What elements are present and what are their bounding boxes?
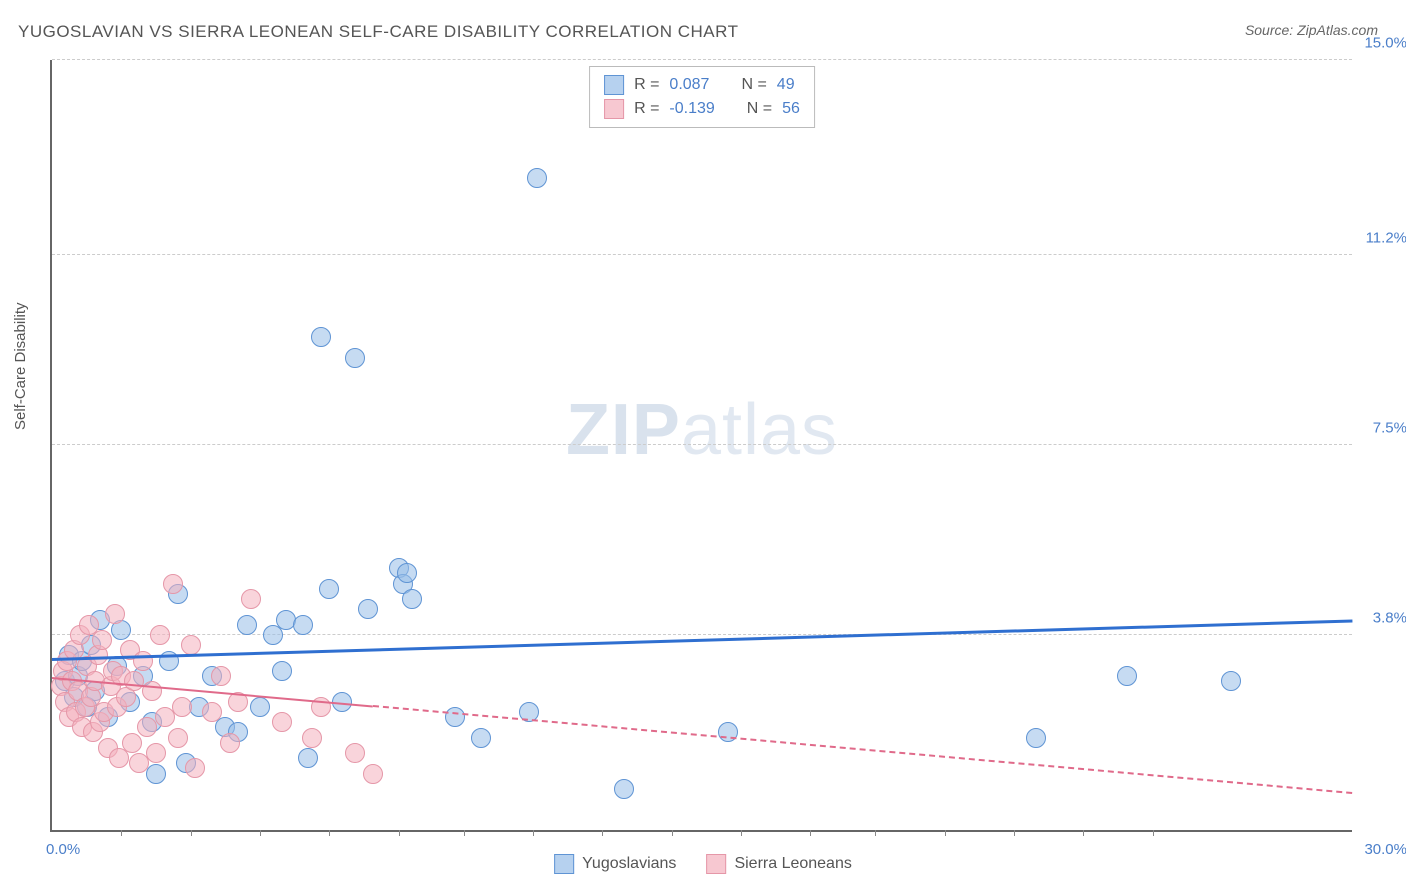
stats-row: R = -0.139 N = 56 bbox=[604, 97, 800, 121]
watermark-light: atlas bbox=[681, 390, 838, 470]
x-tick bbox=[464, 830, 465, 836]
legend-swatch bbox=[604, 75, 624, 95]
chart-title: YUGOSLAVIAN VS SIERRA LEONEAN SELF-CARE … bbox=[18, 22, 738, 42]
data-point bbox=[220, 733, 240, 753]
legend-swatch bbox=[706, 854, 726, 874]
x-max-label: 30.0% bbox=[1364, 841, 1406, 858]
stat-r-value: 0.087 bbox=[669, 76, 709, 94]
data-point bbox=[358, 599, 378, 619]
data-point bbox=[202, 702, 222, 722]
x-tick bbox=[945, 830, 946, 836]
data-point bbox=[272, 712, 292, 732]
legend-swatch bbox=[604, 99, 624, 119]
data-point bbox=[302, 728, 322, 748]
stat-n-value: 49 bbox=[777, 76, 795, 94]
x-tick bbox=[810, 830, 811, 836]
data-point bbox=[345, 743, 365, 763]
data-point bbox=[92, 630, 112, 650]
x-tick bbox=[191, 830, 192, 836]
stats-legend: R = 0.087 N = 49 R = -0.139 N = 56 bbox=[589, 66, 815, 128]
x-min-label: 0.0% bbox=[46, 841, 80, 858]
x-tick bbox=[1083, 830, 1084, 836]
data-point bbox=[345, 348, 365, 368]
stat-n-value: 56 bbox=[782, 100, 800, 118]
stats-row: R = 0.087 N = 49 bbox=[604, 73, 800, 97]
data-point bbox=[150, 625, 170, 645]
watermark-bold: ZIP bbox=[566, 390, 681, 470]
x-tick bbox=[533, 830, 534, 836]
x-tick bbox=[741, 830, 742, 836]
data-point bbox=[1026, 728, 1046, 748]
data-point bbox=[363, 764, 383, 784]
data-point bbox=[1221, 671, 1241, 691]
data-point bbox=[168, 728, 188, 748]
data-point bbox=[146, 764, 166, 784]
x-tick bbox=[602, 830, 603, 836]
x-tick bbox=[672, 830, 673, 836]
watermark: ZIPatlas bbox=[566, 389, 838, 471]
data-point bbox=[133, 651, 153, 671]
legend-label: Sierra Leoneans bbox=[734, 855, 851, 873]
x-tick bbox=[260, 830, 261, 836]
source-label: Source: ZipAtlas.com bbox=[1245, 22, 1378, 38]
data-point bbox=[241, 589, 261, 609]
data-point bbox=[122, 733, 142, 753]
data-point bbox=[614, 779, 634, 799]
data-point bbox=[527, 168, 547, 188]
x-tick bbox=[1153, 830, 1154, 836]
y-tick-label: 7.5% bbox=[1373, 420, 1406, 437]
data-point bbox=[471, 728, 491, 748]
data-point bbox=[1117, 666, 1137, 686]
stat-n-label: N = bbox=[747, 100, 772, 118]
data-point bbox=[181, 635, 201, 655]
stat-n-label: N = bbox=[741, 76, 766, 94]
bottom-legend: Yugoslavians Sierra Leoneans bbox=[554, 854, 852, 874]
x-tick bbox=[399, 830, 400, 836]
data-point bbox=[185, 758, 205, 778]
data-point bbox=[163, 574, 183, 594]
gridline bbox=[52, 59, 1352, 60]
x-tick bbox=[875, 830, 876, 836]
data-point bbox=[445, 707, 465, 727]
trend-line bbox=[373, 705, 1353, 794]
stat-r-label: R = bbox=[634, 76, 659, 94]
data-point bbox=[298, 748, 318, 768]
x-tick bbox=[329, 830, 330, 836]
legend-label: Yugoslavians bbox=[582, 855, 676, 873]
legend-item: Yugoslavians bbox=[554, 854, 676, 874]
gridline bbox=[52, 444, 1352, 445]
stat-r-label: R = bbox=[634, 100, 659, 118]
data-point bbox=[718, 722, 738, 742]
gridline bbox=[52, 254, 1352, 255]
data-point bbox=[293, 615, 313, 635]
x-tick bbox=[121, 830, 122, 836]
data-point bbox=[211, 666, 231, 686]
data-point bbox=[105, 604, 125, 624]
data-point bbox=[311, 327, 331, 347]
y-tick-label: 15.0% bbox=[1364, 35, 1406, 52]
data-point bbox=[250, 697, 270, 717]
stat-r-value: -0.139 bbox=[669, 100, 714, 118]
y-tick-label: 3.8% bbox=[1373, 609, 1406, 626]
data-point bbox=[397, 563, 417, 583]
data-point bbox=[402, 589, 422, 609]
y-tick-label: 11.2% bbox=[1366, 230, 1406, 247]
data-point bbox=[319, 579, 339, 599]
data-point bbox=[272, 661, 292, 681]
x-tick bbox=[1014, 830, 1015, 836]
data-point bbox=[172, 697, 192, 717]
data-point bbox=[237, 615, 257, 635]
plot-area: ZIPatlas R = 0.087 N = 49 R = -0.139 N = 56… bbox=[50, 60, 1352, 832]
legend-item: Sierra Leoneans bbox=[706, 854, 851, 874]
data-point bbox=[146, 743, 166, 763]
legend-swatch bbox=[554, 854, 574, 874]
y-axis-label: Self-Care Disability bbox=[12, 302, 29, 430]
